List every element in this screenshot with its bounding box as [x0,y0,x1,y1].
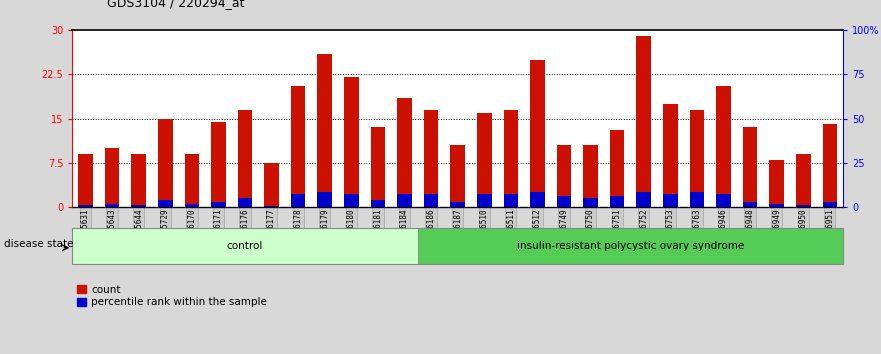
Bar [131,205,146,207]
Bar [344,77,359,207]
Bar [211,121,226,207]
Bar [72,228,418,264]
Bar [184,154,199,207]
Text: control: control [226,241,263,251]
Bar [78,154,93,207]
Bar [610,130,625,207]
Bar [796,205,811,207]
Bar [291,86,306,207]
Bar [158,200,173,207]
Bar [397,194,411,207]
Bar [424,194,439,207]
Bar [743,127,758,207]
Text: insulin-resistant polycystic ovary syndrome: insulin-resistant polycystic ovary syndr… [517,241,744,251]
Text: GDS3104 / 220294_at: GDS3104 / 220294_at [107,0,245,9]
Bar [450,202,465,207]
Bar [477,113,492,207]
Bar [317,54,332,207]
Bar [105,148,120,207]
Bar [371,200,385,207]
Bar [504,110,518,207]
Bar [158,119,173,207]
Bar [450,145,465,207]
Bar [418,228,843,264]
Bar [636,36,651,207]
Bar [636,192,651,207]
Bar [238,110,252,207]
Bar [264,206,279,207]
Bar [796,154,811,207]
Bar [424,110,439,207]
Bar [105,204,120,207]
Bar [264,163,279,207]
Bar [211,202,226,207]
Bar [583,198,598,207]
Text: disease state: disease state [4,239,73,249]
Bar [583,145,598,207]
Bar [530,192,544,207]
Bar [344,194,359,207]
Bar [78,205,93,207]
Bar [769,204,784,207]
Legend: count, percentile rank within the sample: count, percentile rank within the sample [78,285,267,308]
Bar [690,192,704,207]
Bar [131,154,146,207]
Bar [397,98,411,207]
Bar [317,192,332,207]
Bar [504,194,518,207]
Bar [769,160,784,207]
Bar [823,202,837,207]
Bar [823,125,837,207]
Bar [743,202,758,207]
Bar [663,104,677,207]
Bar [184,204,199,207]
Bar [530,59,544,207]
Bar [557,145,571,207]
Bar [557,196,571,207]
Bar [238,198,252,207]
Bar [610,196,625,207]
Bar [716,86,731,207]
Bar [716,194,731,207]
Bar [690,110,704,207]
Bar [371,127,385,207]
Bar [291,194,306,207]
Bar [663,194,677,207]
Bar [477,194,492,207]
